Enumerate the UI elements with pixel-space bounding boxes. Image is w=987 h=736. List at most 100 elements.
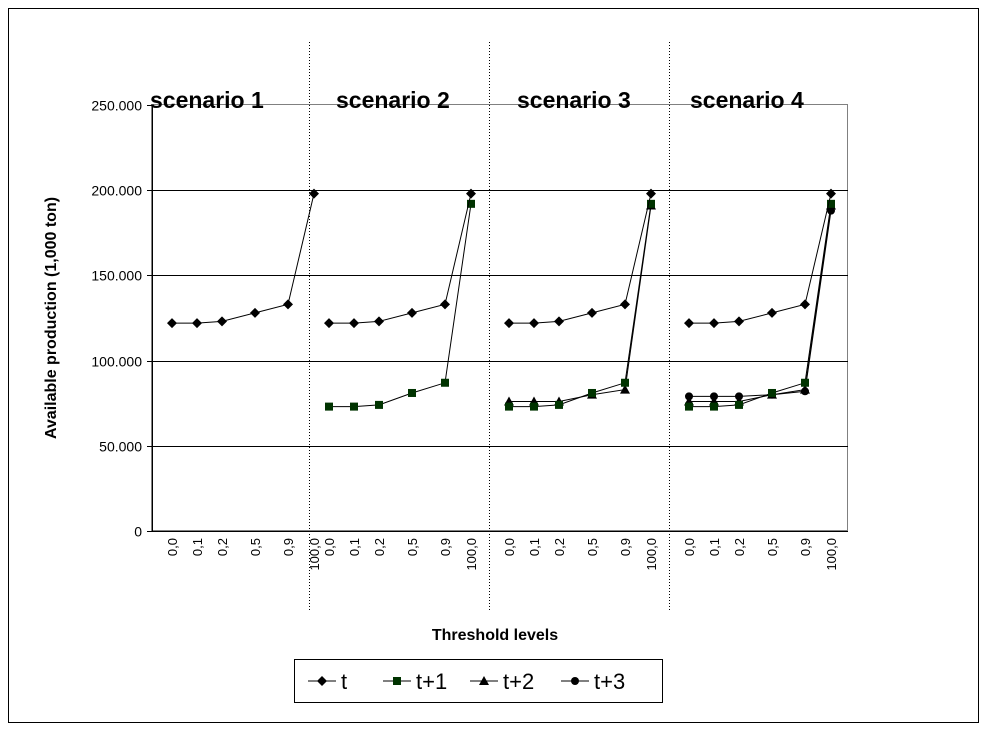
y-tick-label: 150.000 [91,268,142,284]
x-tick-label: 0,9 [618,538,633,556]
series-line [689,205,832,402]
data-point [350,402,358,411]
data-point [467,199,475,208]
x-tick-label: 0,2 [552,538,567,556]
data-point [620,299,630,310]
data-point [250,307,260,318]
legend-marker [317,676,327,686]
legend-label: t [341,669,347,694]
data-point [685,402,693,411]
legend-label: t+3 [594,669,625,694]
y-tick-label: 50.000 [99,439,142,455]
legend-label: t+1 [416,669,447,694]
data-point [192,318,202,329]
data-point [826,188,836,199]
series-line [689,210,832,397]
series-line [172,193,315,324]
data-point [734,316,744,327]
data-point [710,402,718,411]
data-point [505,402,513,411]
data-point [685,392,693,401]
x-tick-label: 0,5 [765,538,780,556]
series-line [329,203,472,408]
data-point [504,318,514,329]
data-point [735,400,743,409]
series-line [509,203,652,408]
data-point [647,199,655,208]
data-point [709,318,719,329]
data-point [646,188,656,199]
y-tick-label: 100.000 [91,354,142,370]
data-point [554,316,564,327]
x-tick-label: 0,5 [585,538,600,556]
scenario-title: scenario 2 [336,87,450,113]
data-point [466,188,476,199]
data-point [374,316,384,327]
x-tick-label: 0,0 [502,538,517,556]
plot-area [151,104,848,531]
data-point [283,299,293,310]
y-tick-label: 0 [134,524,142,540]
legend-marker [393,677,401,685]
x-tick-label: 100,0 [824,538,839,571]
data-point [710,392,718,401]
x-tick-label: 100,0 [464,538,479,571]
series-line [329,193,472,324]
data-point [768,388,776,397]
data-point [440,299,450,310]
x-tick-label: 100,0 [307,538,322,571]
x-tick-label: 0,1 [190,538,205,556]
x-tick-label: 0,1 [527,538,542,556]
x-tick-label: 0,2 [215,538,230,556]
x-tick-label: 0,9 [281,538,296,556]
x-tick-label: 0,1 [347,538,362,556]
data-point [349,318,359,329]
data-point [735,392,743,401]
data-point [800,299,810,310]
data-point [217,316,227,327]
scenario-dividers [309,42,670,612]
legend: t t+1 t+2 t+3 [308,669,625,694]
data-point [801,378,809,387]
series-line [689,193,832,324]
data-point [827,199,835,208]
data-point [325,402,333,411]
data-point [800,384,810,394]
data-point [309,188,319,199]
x-tick-label: 100,0 [644,538,659,571]
data-series [167,188,836,411]
scenario-title: scenario 4 [690,87,804,113]
data-point [407,307,417,318]
x-tick-label: 0,0 [165,538,180,556]
legend-label: t+2 [503,669,534,694]
data-point [588,388,596,397]
x-tick-label: 0,9 [438,538,453,556]
y-axis-title: Available production (1,000 ton) [43,197,60,439]
scenario-title: scenario 3 [517,87,631,113]
series-line [509,205,652,402]
x-tick-label: 0,5 [248,538,263,556]
data-point [620,384,630,394]
y-axis-ticks: 0 50.000 100.000 150.000 200.000 250.000 [91,98,848,540]
x-axis-ticks: 0,0 0,1 0,2 0,5 0,9 100,0 0,0 0,1 0,2 0,5 0,9 100,0… [165,538,839,571]
x-tick-label: 0,0 [322,538,337,556]
series-line [689,203,832,408]
data-point [324,318,334,329]
data-point [529,318,539,329]
data-point [684,318,694,329]
series-line [509,193,652,324]
data-point [375,400,383,409]
x-tick-label: 0,0 [682,538,697,556]
x-tick-label: 0,9 [798,538,813,556]
y-tick-label: 250.000 [91,98,142,114]
data-point [767,307,777,318]
chart-border [8,8,979,723]
legend-marker [571,677,579,685]
x-axis-title: Threshold levels [432,627,558,644]
data-point [621,378,629,387]
x-tick-label: 0,1 [707,538,722,556]
x-tick-label: 0,2 [732,538,747,556]
data-point [555,400,563,409]
